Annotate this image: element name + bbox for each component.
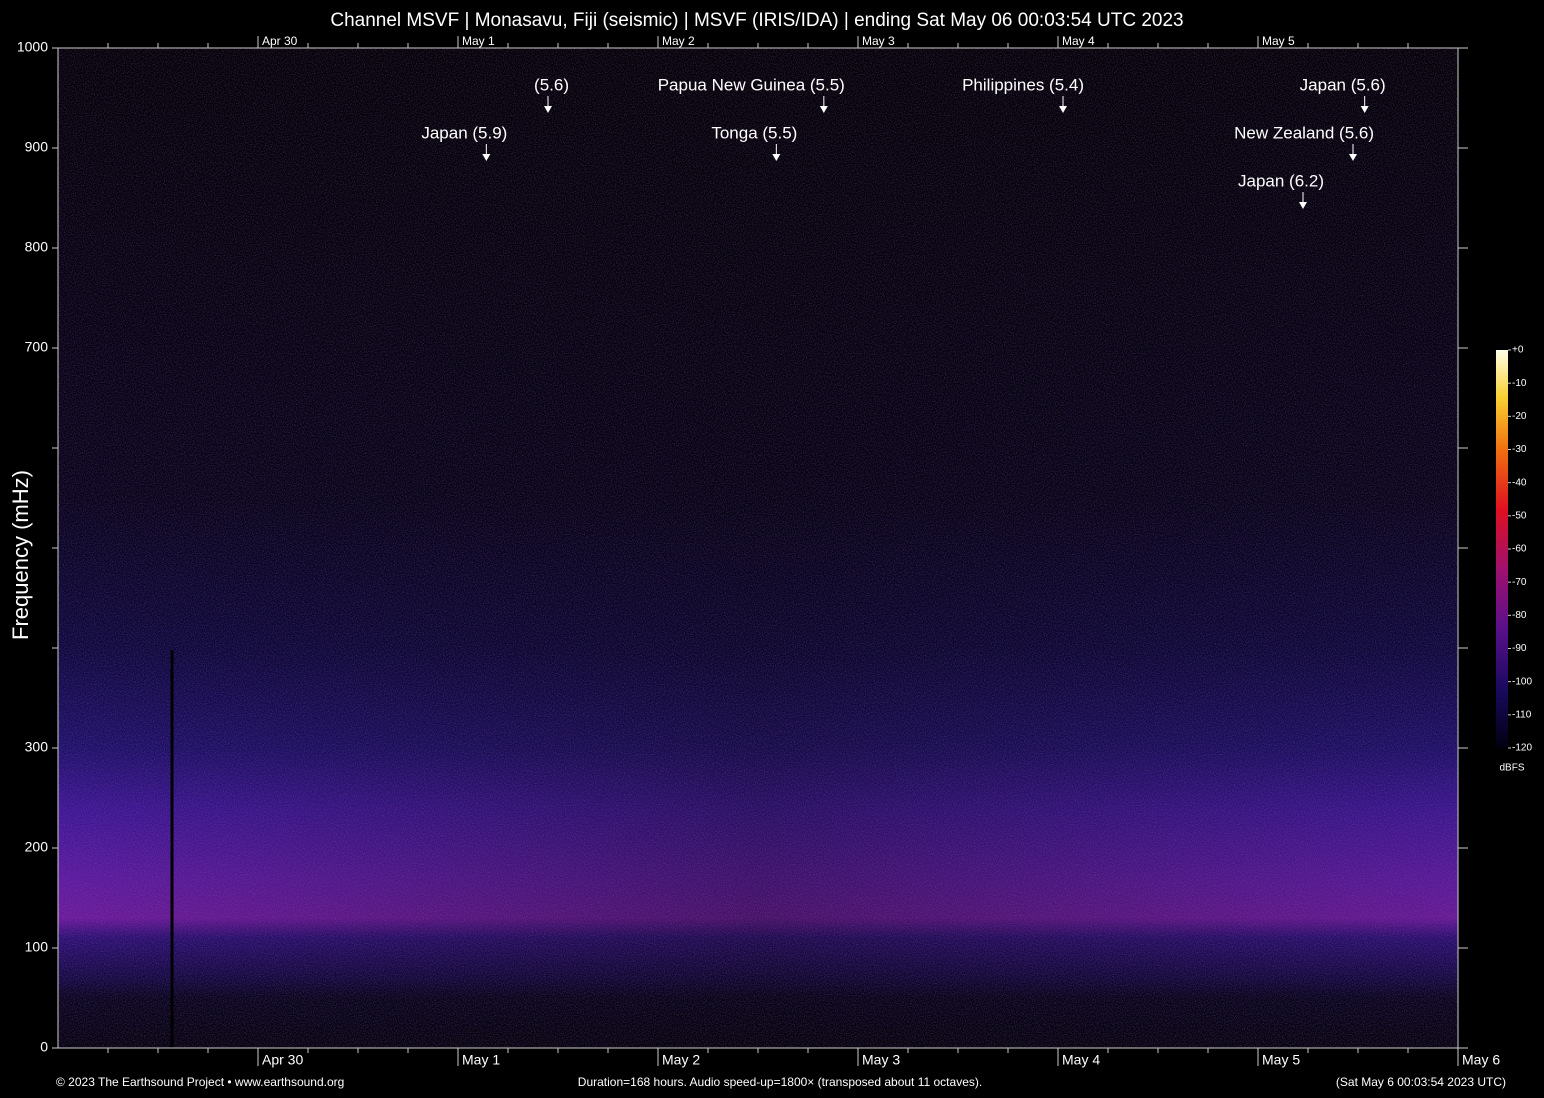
y-tick-label: 300 — [25, 739, 49, 755]
colorbar-tick-label: -110 — [1512, 709, 1532, 720]
event-arrowhead — [1299, 202, 1307, 209]
event-arrowhead — [1360, 106, 1369, 113]
event-label: New Zealand (5.6) — [1234, 123, 1374, 142]
colorbar-tick-label: -90 — [1512, 643, 1527, 654]
x-tick-label: May 6 — [1462, 1052, 1500, 1068]
x-tick-label-top: May 3 — [862, 34, 895, 48]
colorbar-tick-label: -70 — [1512, 577, 1527, 588]
colorbar-tick-label: -50 — [1512, 510, 1527, 521]
y-tick-label: 700 — [25, 339, 49, 355]
colorbar-tick-label: -80 — [1512, 610, 1527, 621]
y-tick-label: 0 — [40, 1039, 48, 1055]
event-label: (5.6) — [534, 75, 569, 94]
footer-left: © 2023 The Earthsound Project • www.eart… — [56, 1075, 344, 1089]
x-tick-label: May 3 — [862, 1052, 900, 1068]
colorbar-tick-label: -60 — [1512, 544, 1527, 555]
x-tick-label-top: May 1 — [462, 34, 495, 48]
event-label: Tonga (5.5) — [711, 123, 797, 142]
chart-title: Channel MSVF | Monasavu, Fiji (seismic) … — [330, 10, 1183, 31]
y-axis-label: Frequency (mHz) — [8, 470, 33, 640]
event-label: Papua New Guinea (5.5) — [658, 75, 845, 94]
colorbar-tick-label: -20 — [1512, 411, 1527, 422]
y-tick-label: 200 — [25, 839, 49, 855]
event-arrowhead — [1059, 106, 1067, 113]
y-tick-label: 1000 — [17, 39, 48, 55]
y-tick-label: 100 — [25, 939, 49, 955]
y-tick-label: 900 — [25, 139, 49, 155]
x-tick-label: May 1 — [462, 1052, 500, 1068]
colorbar-tick-label: -30 — [1512, 444, 1527, 455]
x-tick-label-top: Apr 30 — [262, 34, 298, 48]
colorbar-tick-label: -100 — [1512, 676, 1532, 687]
colorbar — [1496, 350, 1508, 748]
event-label: Japan (6.2) — [1238, 171, 1324, 190]
event-label: Japan (5.6) — [1300, 75, 1386, 94]
spectrogram — [57, 47, 1459, 1049]
spectrogram-noise — [58, 48, 1458, 1048]
event-arrowhead — [772, 154, 781, 161]
x-tick-label: May 2 — [662, 1052, 700, 1068]
colorbar-label: dBFS — [1499, 763, 1524, 774]
event-arrowhead — [482, 154, 491, 161]
colorbar-tick-label: -40 — [1512, 477, 1527, 488]
x-tick-label-top: May 4 — [1062, 34, 1095, 48]
event-arrowhead — [819, 106, 828, 113]
colorbar-tick-label: -120 — [1512, 743, 1532, 754]
event-label: Philippines (5.4) — [962, 75, 1084, 94]
y-tick-label: 800 — [25, 239, 49, 255]
event-arrowhead — [544, 106, 552, 113]
x-tick-label: Apr 30 — [262, 1052, 303, 1068]
x-tick-label-top: May 2 — [662, 34, 695, 48]
x-tick-label-top: May 5 — [1262, 34, 1295, 48]
colorbar-tick-label: +0 — [1512, 345, 1524, 356]
footer-center: Duration=168 hours. Audio speed-up=1800×… — [578, 1075, 982, 1089]
footer-right: (Sat May 6 00:03:54 2023 UTC) — [1336, 1075, 1506, 1089]
colorbar-tick-label: -10 — [1512, 378, 1527, 389]
x-tick-label: May 5 — [1262, 1052, 1300, 1068]
x-tick-label: May 4 — [1062, 1052, 1100, 1068]
event-label: Japan (5.9) — [421, 123, 507, 142]
event-arrowhead — [1349, 154, 1357, 161]
